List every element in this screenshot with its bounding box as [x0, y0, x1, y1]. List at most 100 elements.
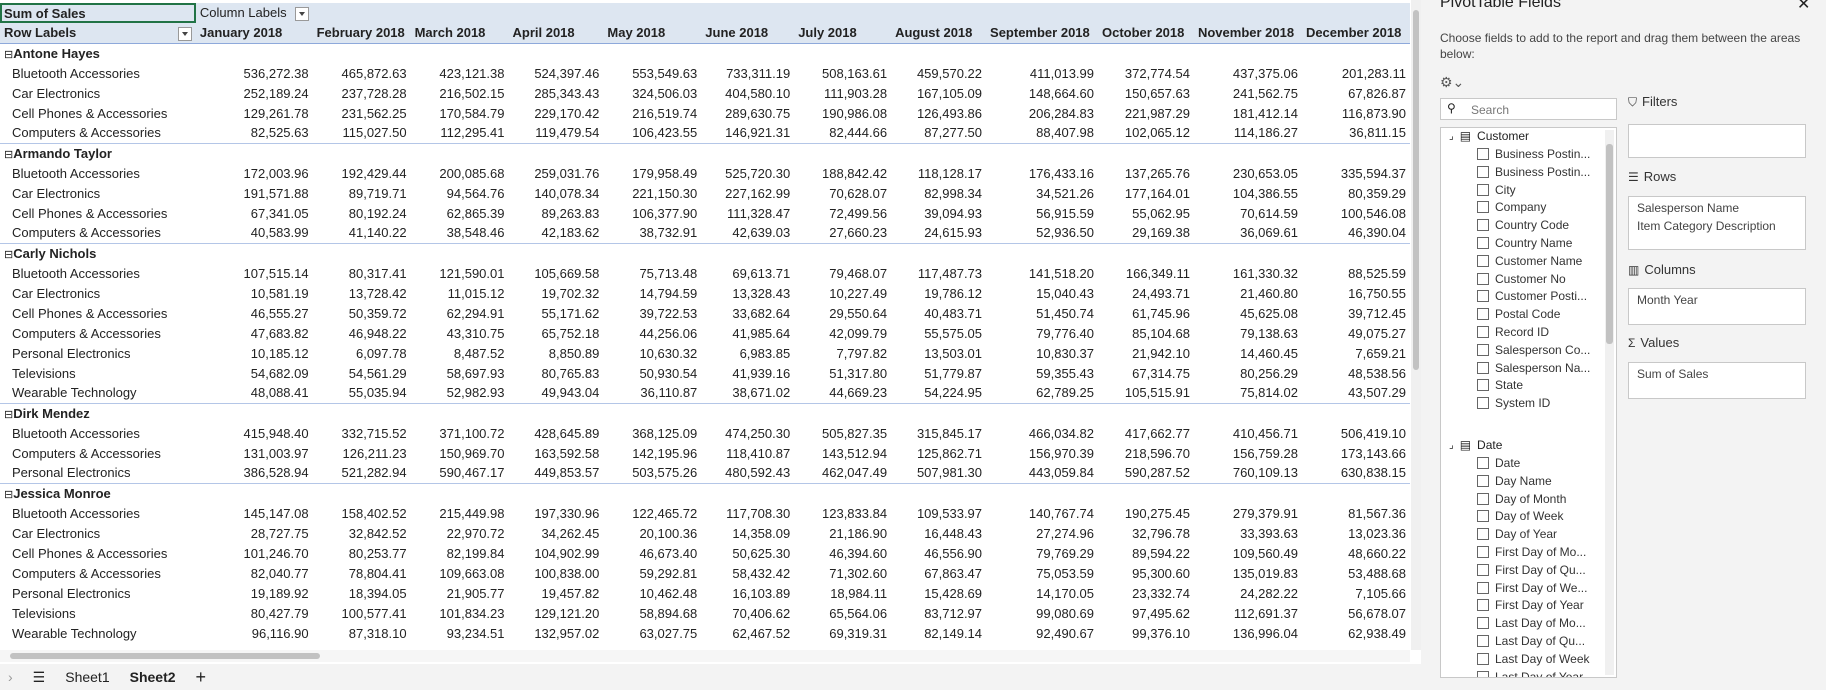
- value-cell[interactable]: 324,506.03: [632, 85, 698, 101]
- value-cell[interactable]: 116,873.90: [1341, 105, 1406, 121]
- value-cell[interactable]: 507,981.30: [916, 465, 983, 481]
- value-cell[interactable]: 80,192.24: [348, 205, 407, 221]
- value-cell[interactable]: 38,671.02: [732, 385, 791, 401]
- value-cell[interactable]: 156,759.28: [1232, 445, 1298, 461]
- value-cell[interactable]: 109,533.97: [916, 505, 983, 521]
- value-cell[interactable]: 44,669.23: [829, 385, 888, 401]
- value-cell[interactable]: 590,287.52: [1124, 465, 1190, 481]
- value-cell[interactable]: 88,407.98: [1036, 125, 1094, 141]
- value-cell[interactable]: 115,027.50: [342, 125, 407, 141]
- row-label[interactable]: Bluetooth Accessories: [12, 165, 140, 181]
- value-cell[interactable]: 145,147.08: [243, 505, 309, 521]
- value-cell[interactable]: 105,515.91: [1124, 385, 1190, 401]
- value-cell[interactable]: 87,318.10: [348, 625, 407, 641]
- collapse-button[interactable]: ⊟: [4, 148, 14, 161]
- value-cell[interactable]: 216,519.74: [632, 105, 698, 121]
- value-cell[interactable]: 85,104.68: [1132, 325, 1190, 341]
- value-cell[interactable]: 197,330.96: [534, 505, 600, 521]
- month-header[interactable]: October 2018: [1098, 23, 1194, 44]
- value-cell[interactable]: 14,460.45: [1240, 345, 1298, 361]
- checkbox[interactable]: [1477, 474, 1489, 487]
- month-header[interactable]: May 2018: [603, 23, 702, 44]
- row-label[interactable]: Car Electronics: [12, 85, 101, 101]
- checkbox[interactable]: [1477, 361, 1489, 374]
- value-cell[interactable]: 590,467.17: [439, 465, 505, 481]
- settings-button[interactable]: ⚙︎⌄: [1440, 74, 1465, 90]
- group-label-cell[interactable]: ⊟Jessica Monroe: [0, 482, 1410, 503]
- value-cell[interactable]: 39,712.45: [1348, 305, 1406, 321]
- value-cell[interactable]: 19,457.82: [541, 585, 600, 601]
- value-cell[interactable]: 289,630.75: [725, 105, 791, 121]
- value-cell[interactable]: 79,468.07: [829, 265, 888, 281]
- field-item[interactable]: Day of Month: [1477, 492, 1566, 506]
- value-cell[interactable]: 417,662.77: [1124, 425, 1190, 441]
- checkbox[interactable]: [1477, 254, 1489, 267]
- value-cell[interactable]: 65,752.18: [541, 325, 600, 341]
- value-cell[interactable]: 92,490.67: [1036, 625, 1094, 641]
- value-cell[interactable]: 129,261.78: [243, 105, 309, 121]
- value-cell[interactable]: 33,393.63: [1240, 525, 1298, 541]
- checkbox[interactable]: [1477, 290, 1489, 303]
- drop-zone[interactable]: Sum of Sales: [1628, 362, 1806, 399]
- month-header[interactable]: December 2018: [1301, 23, 1410, 44]
- value-cell[interactable]: 61,745.96: [1132, 305, 1190, 321]
- value-cell[interactable]: 332,715.52: [341, 425, 407, 441]
- value-cell[interactable]: 10,581.19: [250, 285, 309, 301]
- value-cell[interactable]: 218,596.70: [1124, 445, 1190, 461]
- value-cell[interactable]: 201,283.11: [1341, 65, 1406, 81]
- value-cell[interactable]: 69,613.71: [732, 265, 791, 281]
- value-cell[interactable]: 46,555.27: [250, 305, 309, 321]
- value-cell[interactable]: 466,034.82: [1028, 425, 1094, 441]
- value-cell[interactable]: 45,625.08: [1240, 305, 1298, 321]
- field-item[interactable]: Day Name: [1477, 474, 1552, 488]
- value-cell[interactable]: 206,284.83: [1028, 105, 1094, 121]
- value-cell[interactable]: 111,328.47: [727, 205, 791, 221]
- value-cell[interactable]: 508,163.61: [822, 65, 888, 81]
- value-cell[interactable]: 177,164.01: [1124, 185, 1190, 201]
- field-item[interactable]: Salesperson Co...: [1477, 343, 1590, 357]
- value-cell[interactable]: 80,256.29: [1240, 365, 1298, 381]
- value-cell[interactable]: 67,341.05: [250, 205, 309, 221]
- field-list-scrollbar[interactable]: [1605, 130, 1614, 675]
- drop-zone[interactable]: [1628, 124, 1806, 158]
- value-cell[interactable]: 227,162.99: [725, 185, 791, 201]
- value-cell[interactable]: 79,776.40: [1036, 325, 1094, 341]
- checkbox[interactable]: [1477, 183, 1489, 196]
- value-cell[interactable]: 13,328.43: [732, 285, 791, 301]
- value-cell[interactable]: 62,789.25: [1036, 385, 1094, 401]
- value-cell[interactable]: 58,697.93: [446, 365, 505, 381]
- month-header[interactable]: January 2018: [195, 23, 313, 44]
- value-cell[interactable]: 75,814.02: [1240, 385, 1298, 401]
- scroll-thumb[interactable]: [10, 653, 320, 659]
- row-label[interactable]: Cell Phones & Accessories: [12, 105, 168, 121]
- value-cell[interactable]: 14,358.09: [732, 525, 791, 541]
- row-label[interactable]: Bluetooth Accessories: [12, 425, 140, 441]
- value-cell[interactable]: 122,465.72: [632, 505, 698, 521]
- value-cell[interactable]: 733,311.19: [726, 65, 791, 81]
- value-cell[interactable]: 70,628.07: [829, 185, 888, 201]
- scroll-thumb[interactable]: [1606, 144, 1613, 344]
- value-cell[interactable]: 67,826.87: [1348, 85, 1406, 101]
- value-cell[interactable]: 760,109.13: [1232, 465, 1298, 481]
- value-cell[interactable]: 52,936.50: [1036, 225, 1094, 241]
- value-cell[interactable]: 237,728.28: [341, 85, 407, 101]
- checkbox[interactable]: [1477, 308, 1489, 321]
- value-cell[interactable]: 75,713.48: [639, 265, 698, 281]
- value-cell[interactable]: 6,983.85: [739, 345, 791, 361]
- value-cell[interactable]: 20,100.36: [639, 525, 698, 541]
- month-header[interactable]: February 2018: [312, 23, 411, 44]
- value-cell[interactable]: 553,549.63: [632, 65, 698, 81]
- all-sheets-button[interactable]: ☰: [32, 668, 46, 685]
- value-cell[interactable]: 19,702.32: [541, 285, 600, 301]
- value-cell[interactable]: 123,833.84: [822, 505, 888, 521]
- value-cell[interactable]: 119,479.54: [535, 125, 600, 141]
- horizontal-scrollbar[interactable]: [0, 650, 1410, 662]
- checkbox[interactable]: [1477, 457, 1489, 469]
- value-cell[interactable]: 28,727.75: [250, 525, 309, 541]
- value-cell[interactable]: 146,921.31: [725, 125, 791, 141]
- value-cell[interactable]: 93,234.51: [446, 625, 505, 641]
- value-cell[interactable]: 221,150.30: [632, 185, 698, 201]
- value-cell[interactable]: 279,379.91: [1232, 505, 1298, 521]
- value-cell[interactable]: 55,062.95: [1132, 205, 1190, 221]
- value-cell[interactable]: 18,984.11: [830, 585, 888, 601]
